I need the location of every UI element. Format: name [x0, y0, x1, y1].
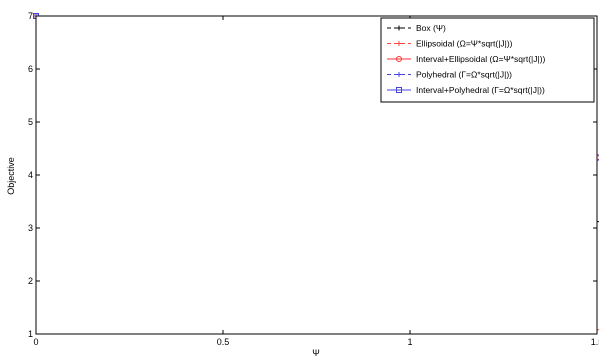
legend-entry: Interval+Polyhedral (Γ=Ω*sqrt(|J|))	[387, 85, 545, 95]
y-tick-label: 1	[28, 329, 33, 339]
legend-entry: Box (Ψ)	[387, 23, 446, 33]
y-tick-label: 7	[28, 11, 33, 21]
legend-label: Box (Ψ)	[416, 23, 446, 33]
legend-entry: Polyhedral (Γ=Ω*sqrt(|J|))	[387, 70, 512, 80]
data-point	[396, 56, 402, 62]
x-tick-label: 0.5	[217, 337, 230, 347]
legend-entry: Ellipsoidal (Ω=Ψ*sqrt(|J|))	[387, 39, 513, 49]
y-tick-label: 2	[28, 276, 33, 286]
data-point	[396, 87, 402, 93]
x-axis-label: Ψ	[312, 348, 320, 358]
y-tick-label: 5	[28, 117, 33, 127]
legend-label: Interval+Polyhedral (Γ=Ω*sqrt(|J|))	[416, 85, 545, 95]
x-tick-label: 0	[33, 337, 38, 347]
legend: Box (Ψ) Ellipsoidal (Ω=Ψ*sqrt(|J|)) Interv…	[380, 17, 595, 103]
legend-box	[380, 17, 595, 103]
y-tick-label: 4	[28, 170, 33, 180]
y-tick-label: 3	[28, 223, 33, 233]
legend-label: Ellipsoidal (Ω=Ψ*sqrt(|J|))	[416, 39, 513, 49]
x-tick-label: 1.5	[591, 337, 599, 347]
legend-label: Polyhedral (Γ=Ω*sqrt(|J|))	[416, 70, 512, 80]
legend-entry: Interval+Ellipsoidal (Ω=Ψ*sqrt(|J|))	[387, 54, 546, 64]
y-axis-label: Objective	[6, 157, 16, 195]
legend-label: Interval+Ellipsoidal (Ω=Ψ*sqrt(|J|))	[416, 54, 546, 64]
x-tick-label: 1	[407, 337, 412, 347]
y-tick-label: 6	[28, 64, 33, 74]
